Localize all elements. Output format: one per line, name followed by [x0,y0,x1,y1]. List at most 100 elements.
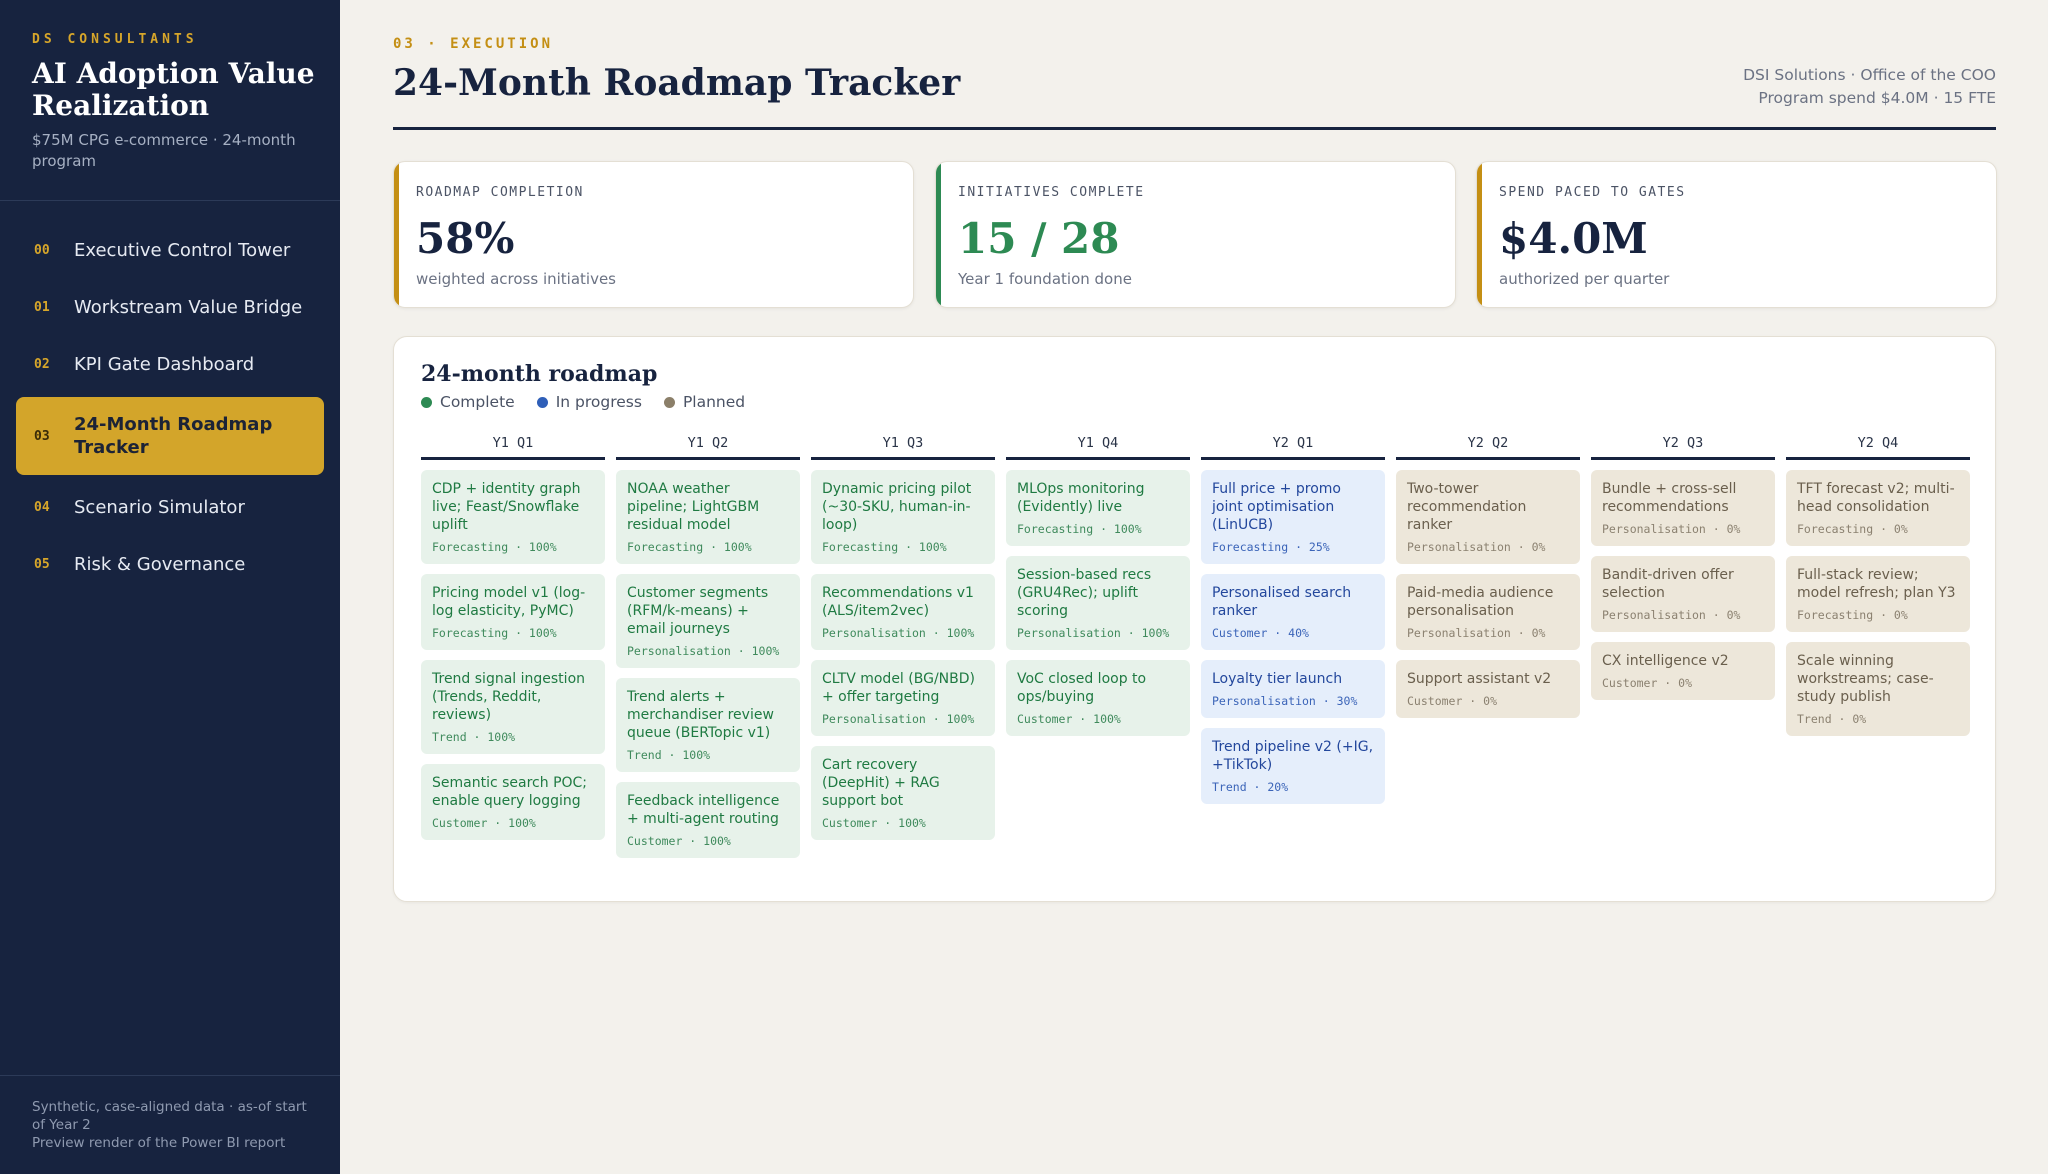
initiative-card[interactable]: MLOps monitoring (Evidently) live Forecas… [1006,470,1190,546]
initiative-card[interactable]: Cart recovery (DeepHit) + RAG support bo… [811,746,995,840]
initiative-card[interactable]: Session-based recs (GRU4Rec); uplift sco… [1006,556,1190,650]
sidebar-item-executive-control-tower[interactable]: 00 Executive Control Tower [16,222,324,279]
sidebar-item-workstream-value-bridge[interactable]: 01 Workstream Value Bridge [16,279,324,336]
app-title: AI Adoption Value Realization [32,57,315,122]
initiative-meta: Customer · 100% [627,834,731,848]
initiative-card[interactable]: Feedback intelligence + multi-agent rout… [616,782,800,858]
sidebar-item-number: 02 [34,357,50,372]
sidebar-item-number: 05 [34,557,50,572]
footer-preview-note: Preview render of the Power BI report [32,1135,286,1151]
initiative-card[interactable]: Support assistant v2 Customer · 0% [1396,660,1580,718]
sidebar-item-label: Scenario Simulator [74,497,245,518]
initiative-meta: Forecasting · 0% [1797,522,1908,536]
initiative-title: Trend pipeline v2 (+IG, +TikTok) [1212,739,1374,773]
initiative-card[interactable]: CDP + identity graph live; Feast/Snowfla… [421,470,605,564]
initiative-card[interactable]: CX intelligence v2 Customer · 0% [1591,642,1775,700]
section-kicker: 03 · EXECUTION [393,36,554,52]
initiative-title: Bundle + cross-sell recommendations [1602,481,1737,515]
initiative-card[interactable]: TFT forecast v2; multi-head consolidatio… [1786,470,1970,546]
initiative-meta: Trend · 100% [627,748,711,762]
roadmap-column: Y1 Q3 Dynamic pricing pilot (~30-SKU, hum… [811,431,995,868]
initiative-card[interactable]: Recommendations v1 (ALS/item2vec) Persona… [811,574,995,650]
initiative-meta: Forecasting · 100% [432,626,557,640]
initiative-title: Paid-media audience personalisation [1407,585,1554,619]
initiative-meta: Personalisation · 100% [822,712,975,726]
initiative-title: Support assistant v2 [1407,671,1552,687]
page-title: 24-Month Roadmap Tracker [393,62,961,104]
initiative-title: Personalised search ranker [1212,585,1352,619]
initiative-card[interactable]: Two-tower recommendation ranker Personali… [1396,470,1580,564]
initiative-card[interactable]: Loyalty tier launch Personalisation · 30% [1201,660,1385,718]
initiative-meta: Personalisation · 100% [822,626,975,640]
initiative-title: CX intelligence v2 [1602,653,1729,669]
legend-dot-icon [536,396,548,408]
initiative-card[interactable]: Dynamic pricing pilot (~30-SKU, human-in… [811,470,995,564]
initiative-title: VoC closed loop to ops/buying [1017,671,1147,705]
initiative-meta: Trend · 100% [432,730,516,744]
initiative-card[interactable]: Customer segments (RFM/k-means) + email … [616,574,800,668]
initiative-title: Feedback intelligence + multi-agent rout… [627,793,780,827]
kpi-value: 15 / 28 [958,214,1120,263]
initiative-card[interactable]: Trend alerts + merchandiser review queue… [616,678,800,772]
initiative-meta: Personalisation · 0% [1407,626,1546,640]
initiative-meta: Customer · 0% [1407,694,1498,708]
quarter-header: Y2 Q2 [1396,431,1580,460]
sidebar-footer: Synthetic, case-aligned data · as-of sta… [32,1098,312,1152]
legend-dot-icon [421,396,432,408]
initiative-card[interactable]: Full-stack review; model refresh; plan Y… [1786,556,1970,632]
sidebar-item-number: 01 [34,300,50,315]
kpi-accent-bar [1477,162,1482,307]
sidebar-item-scenario-simulator[interactable]: 04 Scenario Simulator [16,479,324,536]
initiative-title: NOAA weather pipeline; LightGBM residual… [627,481,760,533]
legend-label: Planned [682,393,746,411]
initiative-card[interactable]: CLTV model (BG/NBD) + offer targeting Per… [811,660,995,736]
initiative-title: Bandit-driven offer selection [1602,567,1734,601]
initiative-title: Pricing model v1 (log-log elasticity, Py… [432,585,586,619]
initiative-card[interactable]: Trend signal ingestion (Trends, Reddit, … [421,660,605,754]
initiative-card[interactable]: Paid-media audience personalisation Perso… [1396,574,1580,650]
initiative-meta: Personalisation · 0% [1602,608,1741,622]
sidebar-item-24-month-roadmap-tracker[interactable]: 03 24-Month Roadmap Tracker [16,397,324,475]
kpi-caption: weighted across initiatives [416,270,616,288]
sidebar-nav: 00 Executive Control Tower 01 Workstream Va… [16,222,324,593]
kpi-accent-bar [936,162,941,307]
kpi-caption: authorized per quarter [1499,270,1670,288]
legend-dot-icon [663,396,675,408]
sidebar-item-risk-governance[interactable]: 05 Risk & Governance [16,536,324,593]
roadmap-column: Y1 Q2 NOAA weather pipeline; LightGBM res… [616,431,800,868]
initiative-title: Scale winning workstreams; case-study pu… [1797,653,1934,705]
org-label: DSI Solutions · Office of the COO [1743,66,1996,84]
legend-item-complete: Complete [421,393,515,411]
program-spend-label: Program spend $4.0M · 15 FTE [1758,89,1996,107]
kpi-label: SPEND PACED TO GATES [1499,185,1686,200]
initiative-meta: Forecasting · 0% [1797,608,1908,622]
initiative-card[interactable]: Pricing model v1 (log-log elasticity, Py… [421,574,605,650]
sidebar-item-number: 03 [34,428,50,444]
roadmap-column: Y1 Q1 CDP + identity graph live; Feast/Sn… [421,431,605,868]
initiative-meta: Personalisation · 0% [1407,540,1546,554]
roadmap-grid: Y1 Q1 CDP + identity graph live; Feast/Sn… [421,431,1970,868]
app-subtitle: $75M CPG e-commerce · 24-month program [32,131,296,170]
initiative-meta: Personalisation · 100% [627,644,780,658]
legend-item-in-progress: In progress [536,393,642,411]
sidebar-item-label: Workstream Value Bridge [74,297,303,318]
initiative-title: Semantic search POC; enable query loggin… [432,775,588,809]
roadmap-column: Y2 Q1 Full price + promo joint optimisati… [1201,431,1385,868]
initiative-card[interactable]: Personalised search ranker Customer · 40% [1201,574,1385,650]
initiative-card[interactable]: NOAA weather pipeline; LightGBM residual… [616,470,800,564]
initiative-meta: Customer · 100% [822,816,926,830]
initiative-card[interactable]: Trend pipeline v2 (+IG, +TikTok) Trend · … [1201,728,1385,804]
roadmap-title: 24-month roadmap [421,361,658,387]
sidebar-item-kpi-gate-dashboard[interactable]: 02 KPI Gate Dashboard [16,336,324,393]
initiative-meta: Customer · 40% [1212,626,1309,640]
initiative-card[interactable]: Bandit-driven offer selection Personalisa… [1591,556,1775,632]
sidebar-divider [0,200,340,201]
initiative-card[interactable]: VoC closed loop to ops/buying Customer · … [1006,660,1190,736]
kpi-value: $4.0M [1499,214,1648,263]
initiative-card[interactable]: Full price + promo joint optimisation (L… [1201,470,1385,564]
initiative-card[interactable]: Bundle + cross-sell recommendations Perso… [1591,470,1775,546]
sidebar-item-label: Risk & Governance [74,554,246,575]
initiative-card[interactable]: Semantic search POC; enable query loggin… [421,764,605,840]
initiative-card[interactable]: Scale winning workstreams; case-study pu… [1786,642,1970,736]
initiative-title: Loyalty tier launch [1212,671,1343,687]
